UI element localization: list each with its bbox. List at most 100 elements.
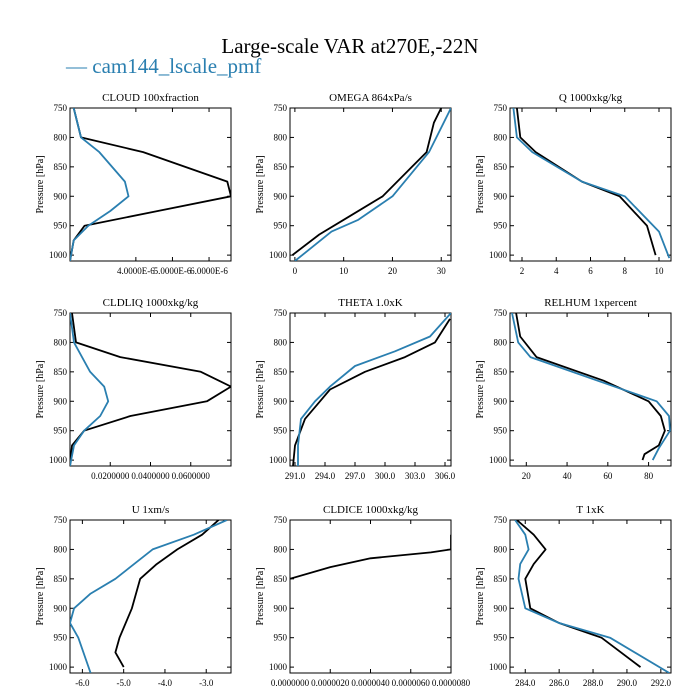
series-line-black	[516, 520, 642, 668]
y-axis-label: Pressure [hPa]	[35, 360, 46, 418]
panel-8: T 1xK Pressure [hPa] 750 800 850 900 950 1000 28…	[475, 504, 672, 688]
x-tick-label: -5.0	[117, 678, 132, 688]
y-tick-label: 800	[54, 337, 68, 347]
x-tick-label: 291.0	[285, 471, 306, 481]
y-tick-label: 800	[274, 544, 288, 554]
x-tick-label: 286.0	[549, 678, 570, 688]
panel-frame	[509, 312, 672, 467]
x-tick-label: -6.0	[75, 678, 90, 688]
x-tick-label: 0	[293, 266, 298, 276]
y-tick-label: 900	[274, 396, 288, 406]
y-tick-label: 750	[274, 515, 288, 525]
x-tick-label: 292.0	[651, 678, 672, 688]
x-tick-label: 80	[644, 471, 654, 481]
y-tick-label: 1000	[269, 662, 288, 672]
y-axis-label: Pressure [hPa]	[255, 155, 266, 213]
panel-7: CLDICE 1000xkg/kg Pressure [hPa] 750 800 850…	[255, 504, 471, 688]
x-tick-label: 300.0	[375, 471, 396, 481]
y-tick-label: 750	[54, 103, 68, 113]
x-tick-label: 303.0	[405, 471, 426, 481]
x-tick-label: 284.0	[515, 678, 536, 688]
y-tick-label: 850	[494, 162, 508, 172]
y-tick-label: 850	[274, 574, 288, 584]
x-tick-label: 0.0000080	[432, 678, 471, 688]
x-tick-label: -3.0	[199, 678, 214, 688]
x-tick-label: 4.0000E-6	[117, 266, 155, 276]
panel-6: U 1xm/s Pressure [hPa] 750 800 850 900 950 1000…	[35, 504, 232, 688]
y-tick-label: 800	[274, 337, 288, 347]
y-axis-label: Pressure [hPa]	[35, 567, 46, 625]
panel-title: RELHUM 1xpercent	[544, 297, 637, 309]
series-line-black	[516, 108, 657, 256]
y-axis-label: Pressure [hPa]	[35, 155, 46, 213]
y-tick-label: 850	[274, 367, 288, 377]
x-tick-label: 0.0200000	[91, 471, 130, 481]
y-tick-label: 1000	[489, 662, 508, 672]
x-tick-label: 0.0600000	[172, 471, 211, 481]
x-tick-label: 6.0000E-6	[190, 266, 228, 276]
y-tick-label: 850	[274, 162, 288, 172]
y-tick-label: 800	[494, 544, 508, 554]
x-tick-label: 4	[554, 266, 559, 276]
x-tick-label: 2	[520, 266, 525, 276]
x-tick-label: 60	[603, 471, 613, 481]
y-tick-label: 750	[54, 308, 68, 318]
series-line-black	[70, 108, 231, 261]
x-tick-label: -4.0	[158, 678, 173, 688]
x-tick-label: 10	[655, 266, 665, 276]
y-tick-label: 900	[494, 191, 508, 201]
y-tick-label: 800	[54, 544, 68, 554]
y-tick-label: 900	[274, 603, 288, 613]
x-tick-label: 5.0000E-6	[154, 266, 192, 276]
x-tick-label: 0.0000040	[351, 678, 390, 688]
y-tick-label: 900	[494, 396, 508, 406]
legend: — cam144_lscale_pmf	[66, 54, 261, 79]
x-tick-label: 20	[522, 471, 532, 481]
y-tick-label: 950	[494, 221, 508, 231]
panel-frame	[289, 107, 452, 262]
x-tick-label: 294.0	[315, 471, 336, 481]
y-tick-label: 1000	[49, 455, 68, 465]
panel-3: CLDLIQ 1000xkg/kg Pressure [hPa] 750 800 850…	[35, 297, 232, 481]
y-axis-label: Pressure [hPa]	[475, 567, 486, 625]
x-tick-label: 288.0	[583, 678, 604, 688]
y-tick-label: 900	[54, 603, 68, 613]
y-tick-label: 1000	[49, 250, 68, 260]
y-tick-label: 950	[54, 426, 68, 436]
y-tick-label: 950	[274, 221, 288, 231]
y-axis-label: Pressure [hPa]	[255, 567, 266, 625]
y-tick-label: 850	[54, 367, 68, 377]
y-tick-label: 900	[54, 396, 68, 406]
y-tick-label: 800	[494, 337, 508, 347]
figure-title: Large-scale VAR at270E,-22N	[221, 34, 479, 58]
x-tick-label: 6	[588, 266, 593, 276]
y-tick-label: 800	[274, 132, 288, 142]
legend-line-marker: —	[66, 54, 87, 78]
series-line-blue	[511, 313, 671, 461]
panel-title: OMEGA 864xPa/s	[329, 92, 412, 104]
panel-2: Q 1000xkg/kg Pressure [hPa] 750 800 850 900 95…	[475, 92, 672, 276]
panel-frame	[289, 519, 452, 674]
y-tick-label: 750	[494, 308, 508, 318]
y-tick-label: 750	[494, 515, 508, 525]
panel-title: CLDLIQ 1000xkg/kg	[103, 297, 199, 309]
y-tick-label: 850	[494, 574, 508, 584]
series-line-blue	[297, 313, 451, 466]
x-tick-label: 20	[388, 266, 398, 276]
series-line-blue	[294, 108, 451, 261]
series-line-blue	[70, 108, 130, 261]
y-tick-label: 1000	[489, 250, 508, 260]
x-tick-label: 306.0	[435, 471, 456, 481]
panel-frame	[509, 519, 672, 674]
y-axis-label: Pressure [hPa]	[475, 155, 486, 213]
series-line-blue	[70, 313, 110, 466]
series-line-blue	[512, 108, 671, 259]
y-tick-label: 1000	[49, 662, 68, 672]
y-tick-label: 950	[274, 633, 288, 643]
x-tick-label: 0.0000060	[392, 678, 431, 688]
series-line-black	[70, 313, 231, 466]
y-tick-label: 850	[494, 367, 508, 377]
y-tick-label: 950	[494, 426, 508, 436]
panel-frame	[289, 312, 452, 467]
y-axis-label: Pressure [hPa]	[475, 360, 486, 418]
